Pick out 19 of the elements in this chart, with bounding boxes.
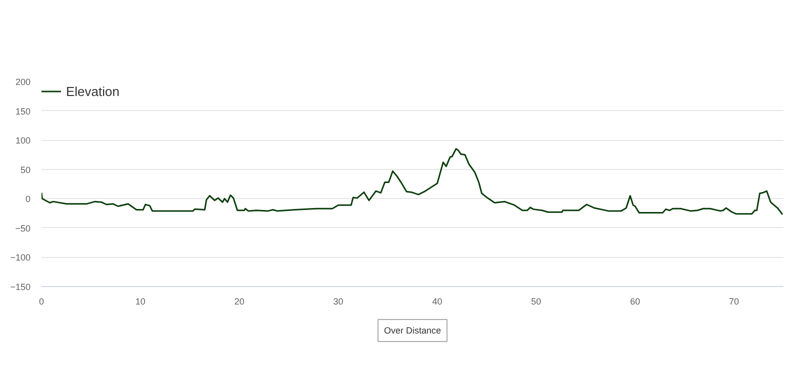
x-tick-label: 40 xyxy=(432,296,442,306)
x-tick-label: 60 xyxy=(630,296,640,306)
y-tick-label: −150 xyxy=(10,282,31,292)
y-tick-label: 50 xyxy=(20,164,31,175)
x-tick-label: 20 xyxy=(234,296,244,306)
y-tick-label: −100 xyxy=(10,252,31,263)
y-tick-label: 0 xyxy=(25,194,31,204)
legend-label: Elevation xyxy=(66,84,120,98)
x-tick-label: 0 xyxy=(38,296,44,306)
y-tick-label: 100 xyxy=(15,136,31,146)
x-tick-label: 30 xyxy=(333,296,344,306)
y-tick-label: 150 xyxy=(15,106,31,116)
x-tick-label: 50 xyxy=(531,296,542,306)
x-tick-label: 10 xyxy=(135,296,146,306)
y-tick-label: −50 xyxy=(15,223,31,234)
text: Over Distance xyxy=(384,326,442,336)
y-tick-label: 200 xyxy=(15,77,31,87)
x-tick-label: 70 xyxy=(729,296,740,306)
line-series xyxy=(42,148,784,216)
